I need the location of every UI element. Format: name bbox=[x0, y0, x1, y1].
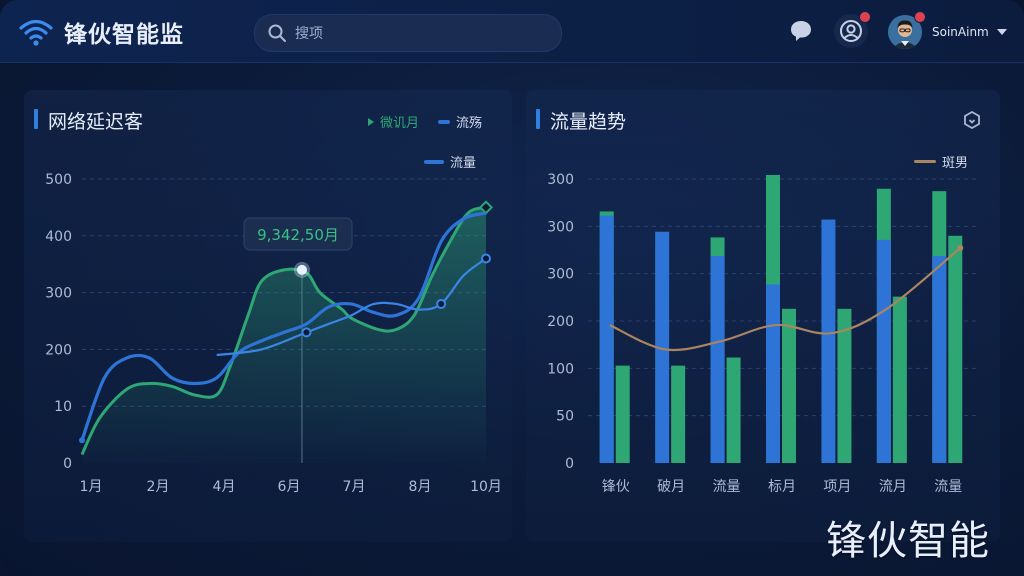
traffic-bar-chart: 300 300 300 200 100 50 0 锋伙 破月 流量 标月 项月 流月 流量 bbox=[547, 172, 976, 495]
traffic-panel: 流量趋势 斑男 300 300 300 200 100 50 0 锋伙 破月 流量 标月 项月 流月 流量 bbox=[526, 90, 1000, 542]
series-area-green bbox=[82, 207, 486, 463]
y-tick-label: 500 bbox=[45, 172, 72, 188]
user-button[interactable] bbox=[834, 11, 871, 48]
x-tick-label: 锋伙 bbox=[602, 479, 630, 495]
chevron-down-icon[interactable] bbox=[996, 29, 1007, 35]
y-tick-label: 300 bbox=[547, 267, 574, 283]
x-tick-label: 破月 bbox=[657, 479, 685, 495]
x-tick-label: 流量 bbox=[713, 479, 741, 495]
series-line-traffic bbox=[216, 257, 487, 357]
x-tick-label: 8月 bbox=[409, 479, 432, 495]
wifi-icon bbox=[19, 19, 53, 46]
title-accent-bar bbox=[34, 109, 38, 129]
y-tick-label: 400 bbox=[45, 229, 72, 245]
dash-legend-icon bbox=[438, 119, 450, 124]
y-tick-label: 0 bbox=[63, 456, 72, 472]
series-line-green bbox=[80, 205, 487, 456]
bar-green bbox=[782, 308, 796, 463]
bar-green bbox=[615, 365, 630, 463]
chat-icon bbox=[791, 21, 811, 41]
bar-green bbox=[726, 357, 741, 463]
legend-label: 斑男 bbox=[942, 156, 969, 171]
bar-blue bbox=[766, 284, 780, 463]
bar-green bbox=[892, 296, 907, 463]
search-box[interactable]: 搜项 bbox=[254, 14, 562, 52]
legend-item-trend[interactable]: 斑男 bbox=[914, 152, 968, 171]
bar-green bbox=[948, 235, 963, 463]
highlight-point bbox=[296, 264, 307, 275]
legend-item-3[interactable]: 流量 bbox=[424, 152, 476, 171]
bar-blue bbox=[710, 256, 725, 463]
legend-label: 流殇 bbox=[456, 116, 483, 131]
x-tick-label: 2月 bbox=[147, 479, 170, 495]
x-tick-label: 1月 bbox=[80, 479, 103, 495]
top-bar: 锋伙智能监 搜项 bbox=[0, 0, 1024, 63]
app-title: 锋伙智能监 bbox=[64, 22, 184, 48]
series-point-trend-end bbox=[957, 244, 964, 251]
search-icon bbox=[268, 24, 286, 42]
x-tick-label: 7月 bbox=[343, 479, 366, 495]
profile-menu[interactable]: SoinAinm bbox=[888, 11, 1007, 51]
series-point-traffic bbox=[481, 253, 491, 264]
x-tick-label: 6月 bbox=[278, 479, 301, 495]
avatar-badge bbox=[914, 11, 926, 23]
panel-title: 网络延迟客 bbox=[48, 111, 144, 133]
search-input[interactable]: 搜项 bbox=[295, 26, 323, 42]
legend-item-1[interactable]: 微讥月 bbox=[368, 112, 419, 131]
bar-blue bbox=[821, 219, 836, 463]
bar-blue bbox=[876, 239, 891, 463]
x-tick-label: 流月 bbox=[879, 479, 907, 495]
avatar[interactable] bbox=[888, 11, 926, 49]
legend-label: 流量 bbox=[450, 156, 477, 171]
chat-button[interactable] bbox=[784, 14, 818, 48]
notification-badge bbox=[859, 11, 871, 23]
tooltip-text: 9,342,50月 bbox=[257, 226, 339, 244]
y-tick-label: 300 bbox=[45, 286, 72, 302]
tooltip-box bbox=[243, 217, 353, 251]
x-tick-label: 流量 bbox=[934, 479, 962, 495]
watermark: 锋伙智能 bbox=[826, 518, 990, 564]
brand[interactable]: 锋伙智能监 bbox=[18, 14, 184, 50]
profile-name: SoinAinm bbox=[932, 25, 989, 39]
legend-item-2[interactable]: 流殇 bbox=[438, 112, 482, 131]
line-legend-icon bbox=[424, 159, 444, 164]
bar-blue bbox=[655, 231, 670, 463]
x-tick-label: 标月 bbox=[768, 479, 796, 495]
line-legend-icon bbox=[914, 160, 936, 163]
y-tick-label: 300 bbox=[547, 172, 574, 188]
y-tick-label: 0 bbox=[565, 456, 574, 472]
bar-green bbox=[671, 365, 686, 463]
y-tick-label: 300 bbox=[547, 219, 574, 235]
y-tick-label: 50 bbox=[556, 409, 574, 425]
y-tick-label: 200 bbox=[45, 342, 72, 358]
user-icon bbox=[840, 20, 862, 42]
title-accent-bar bbox=[536, 109, 540, 129]
triangle-legend-icon bbox=[368, 117, 374, 126]
x-tick-label: 项月 bbox=[823, 479, 851, 495]
panel-title: 流量趋势 bbox=[550, 111, 627, 133]
y-tick-label: 100 bbox=[547, 361, 574, 377]
bar-blue bbox=[599, 215, 614, 463]
bar-green bbox=[837, 308, 852, 463]
y-tick-label: 200 bbox=[547, 314, 574, 330]
series-point-traffic bbox=[301, 327, 312, 338]
legend-label: 微讥月 bbox=[380, 116, 420, 131]
avatar-image bbox=[888, 15, 922, 49]
x-tick-label: 4月 bbox=[213, 479, 236, 495]
x-tick-label: 10月 bbox=[470, 479, 502, 495]
series-point-green-end bbox=[478, 200, 494, 215]
series-line-trend bbox=[609, 247, 961, 352]
latency-panel: 网络延迟客 微讥月 流殇 流量 500 400 300 200 10 0 1月 2月 4月 6月 7… bbox=[24, 90, 512, 542]
series-point-traffic bbox=[436, 298, 447, 309]
series-point-blue bbox=[79, 437, 85, 444]
y-tick-label: 10 bbox=[54, 399, 72, 415]
series-line-blue bbox=[80, 211, 487, 441]
settings-icon[interactable] bbox=[962, 110, 982, 130]
bar-blue bbox=[932, 256, 947, 463]
